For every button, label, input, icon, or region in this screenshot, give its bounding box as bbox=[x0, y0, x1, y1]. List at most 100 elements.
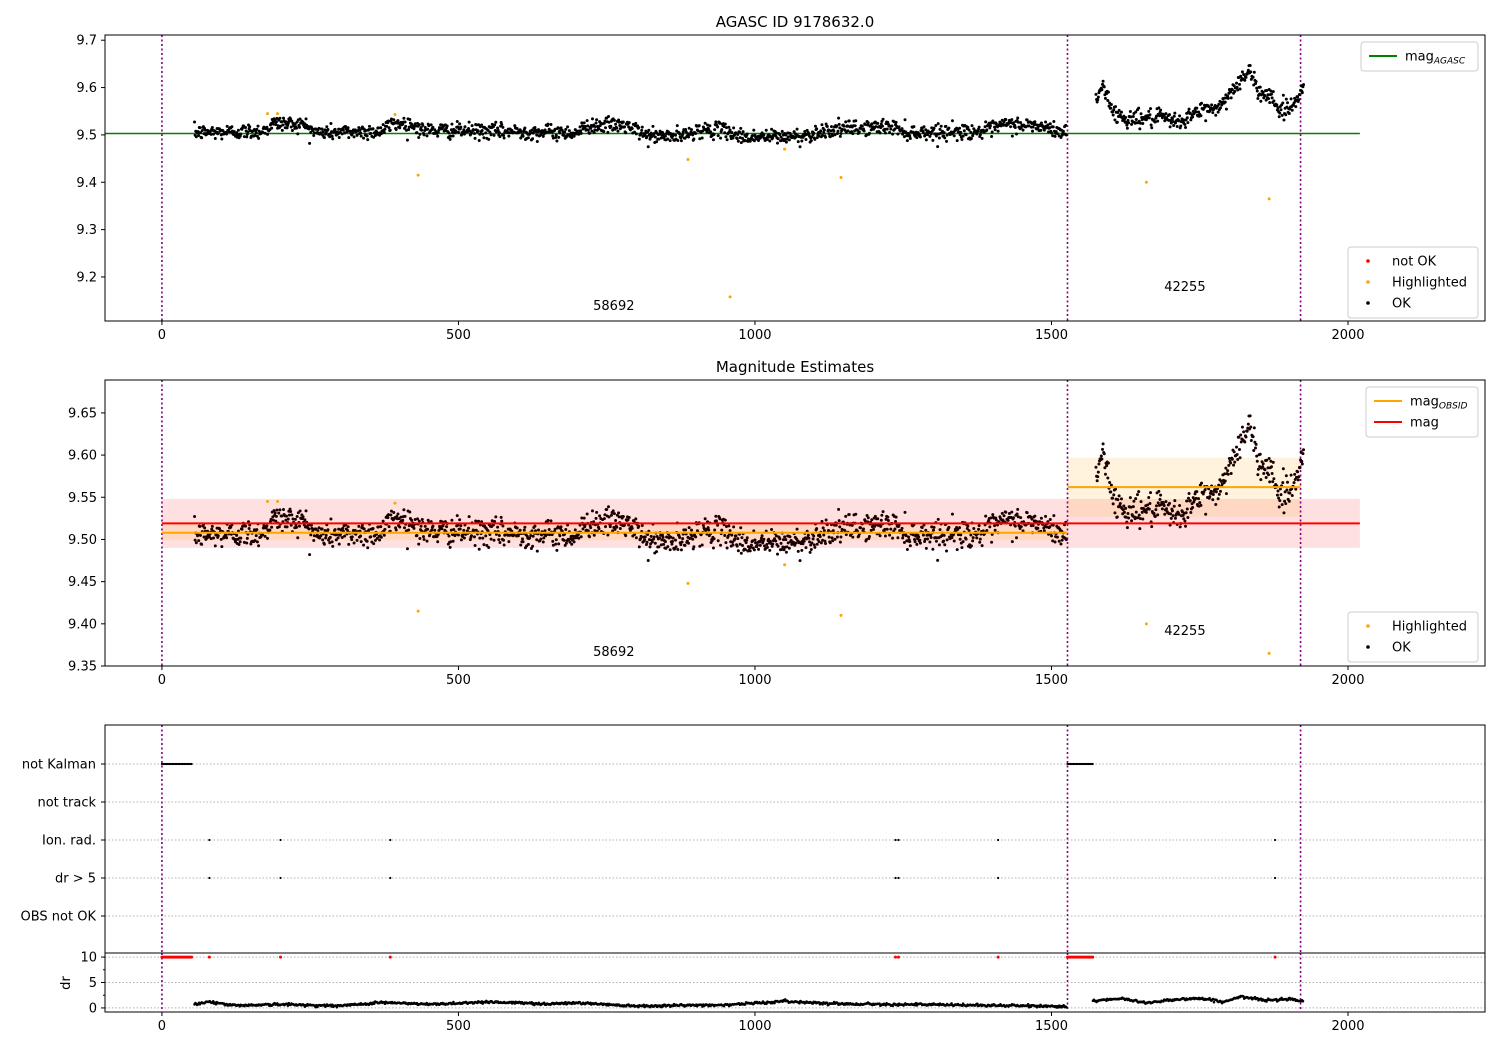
ok-point bbox=[626, 518, 630, 522]
ok-point bbox=[692, 545, 696, 549]
ok-point bbox=[1276, 106, 1280, 110]
ok-point bbox=[389, 513, 393, 517]
ok-point bbox=[918, 135, 922, 139]
ok-point bbox=[1048, 126, 1052, 130]
y-tick-label: 9.65 bbox=[68, 406, 97, 421]
ok-point bbox=[481, 132, 485, 136]
ok-point bbox=[767, 537, 771, 541]
ok-point bbox=[501, 125, 505, 129]
ok-point bbox=[523, 525, 527, 529]
ok-point bbox=[646, 532, 650, 536]
ok-point bbox=[1229, 96, 1233, 100]
ok-point bbox=[1237, 447, 1241, 451]
ok-point bbox=[539, 133, 543, 137]
ok-point bbox=[779, 541, 783, 545]
ok-point bbox=[1269, 89, 1273, 93]
ok-point bbox=[245, 135, 249, 139]
ok-point bbox=[1006, 518, 1010, 522]
ok-point bbox=[1159, 493, 1163, 497]
ok-point bbox=[669, 535, 673, 539]
flag-point bbox=[279, 876, 282, 880]
ok-point bbox=[585, 512, 589, 516]
dr-point bbox=[773, 1001, 776, 1005]
ok-point bbox=[784, 133, 788, 137]
ok-point bbox=[1292, 481, 1296, 485]
ok-point bbox=[903, 510, 907, 514]
ok-point bbox=[678, 536, 682, 540]
ok-point bbox=[947, 126, 951, 130]
ok-point bbox=[1177, 512, 1181, 516]
ok-point bbox=[481, 536, 485, 540]
ok-point bbox=[257, 544, 261, 548]
ok-point bbox=[1162, 114, 1166, 118]
ok-point bbox=[597, 527, 601, 531]
ok-point bbox=[359, 131, 363, 135]
ok-point bbox=[489, 537, 493, 541]
ok-point bbox=[494, 515, 498, 519]
ok-point bbox=[781, 545, 785, 549]
ok-point bbox=[1267, 473, 1271, 477]
ok-point bbox=[674, 545, 678, 549]
ok-point bbox=[1154, 504, 1158, 508]
ok-point bbox=[707, 528, 711, 532]
ok-point bbox=[362, 543, 366, 547]
ok-point bbox=[554, 136, 558, 140]
ok-point bbox=[698, 137, 702, 141]
ok-point bbox=[270, 126, 274, 130]
ok-point bbox=[832, 129, 836, 133]
ok-point bbox=[1150, 126, 1154, 130]
ok-point bbox=[741, 544, 745, 548]
ok-point bbox=[668, 548, 672, 552]
ok-point bbox=[502, 543, 506, 547]
ok-point bbox=[800, 139, 804, 143]
ok-point bbox=[551, 136, 555, 140]
ok-point bbox=[607, 120, 611, 124]
ok-point bbox=[1147, 507, 1151, 511]
ok-point bbox=[971, 132, 975, 136]
ok-point bbox=[455, 120, 459, 124]
dr-point bbox=[372, 1002, 376, 1005]
ok-point bbox=[1019, 525, 1023, 529]
ok-point bbox=[586, 529, 590, 533]
ok-point bbox=[745, 536, 749, 540]
ok-point bbox=[1277, 115, 1281, 119]
ok-point bbox=[630, 127, 634, 131]
ok-point bbox=[837, 507, 841, 511]
ok-point bbox=[1236, 457, 1240, 461]
ok-point bbox=[609, 124, 613, 128]
ok-point bbox=[247, 527, 251, 531]
ok-point bbox=[1219, 479, 1223, 483]
ok-point bbox=[1284, 502, 1288, 506]
ok-point bbox=[606, 533, 610, 537]
ok-point bbox=[379, 525, 383, 529]
ok-point bbox=[1125, 126, 1129, 130]
ok-point bbox=[822, 533, 826, 537]
ok-point bbox=[274, 519, 278, 523]
ok-point bbox=[562, 133, 566, 137]
ok-point bbox=[944, 124, 948, 128]
ok-point bbox=[1049, 131, 1053, 135]
ok-point bbox=[570, 136, 574, 140]
ok-point bbox=[759, 536, 763, 540]
ok-point bbox=[1153, 120, 1157, 124]
ok-point bbox=[265, 132, 269, 136]
ok-point bbox=[1039, 128, 1043, 132]
ok-point bbox=[1230, 88, 1234, 92]
ok-point bbox=[553, 527, 557, 531]
ok-point bbox=[1159, 108, 1163, 112]
ok-point bbox=[290, 119, 294, 123]
ok-point bbox=[1277, 496, 1281, 500]
ok-point bbox=[1147, 495, 1151, 499]
ok-point bbox=[945, 549, 949, 553]
ok-point bbox=[840, 127, 844, 131]
ok-point bbox=[972, 526, 976, 530]
ok-point bbox=[1172, 123, 1176, 127]
ok-point bbox=[815, 527, 819, 531]
ok-point bbox=[500, 123, 504, 127]
ok-point bbox=[803, 130, 807, 134]
ok-point bbox=[820, 123, 824, 127]
ok-point bbox=[496, 126, 500, 130]
ok-point bbox=[317, 526, 321, 530]
ok-point bbox=[1226, 472, 1230, 476]
ok-point bbox=[1248, 64, 1252, 68]
